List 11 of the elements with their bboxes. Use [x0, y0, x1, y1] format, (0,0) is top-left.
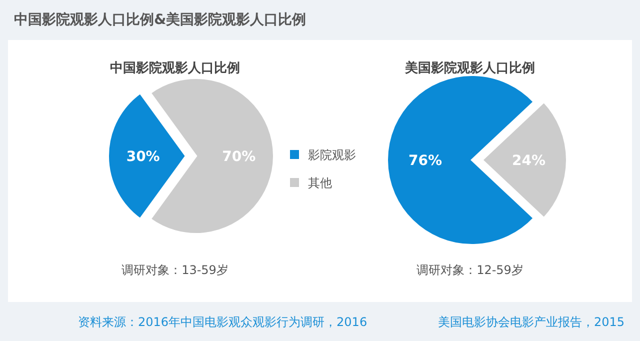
- text: 调研对象：13-59岁: [122, 263, 228, 277]
- chart-title: 中国影院观影人口比例: [110, 60, 240, 76]
- data-label: 30%: [126, 149, 160, 165]
- text: 中国影院观影人口比例&美国影院观影人口比例: [14, 11, 306, 28]
- legend-label: 其他: [308, 176, 332, 190]
- text: 美国电影协会电影产业报告，2015: [438, 315, 625, 329]
- chart-title: 美国影院观影人口比例: [404, 60, 535, 76]
- legend-label: 影院观影: [308, 148, 356, 162]
- text: 资料来源：2016年中国电影观众观影行为调研，2016: [78, 315, 368, 329]
- text: 调研对象：12-59岁: [416, 263, 524, 277]
- data-label: 76%: [408, 153, 442, 169]
